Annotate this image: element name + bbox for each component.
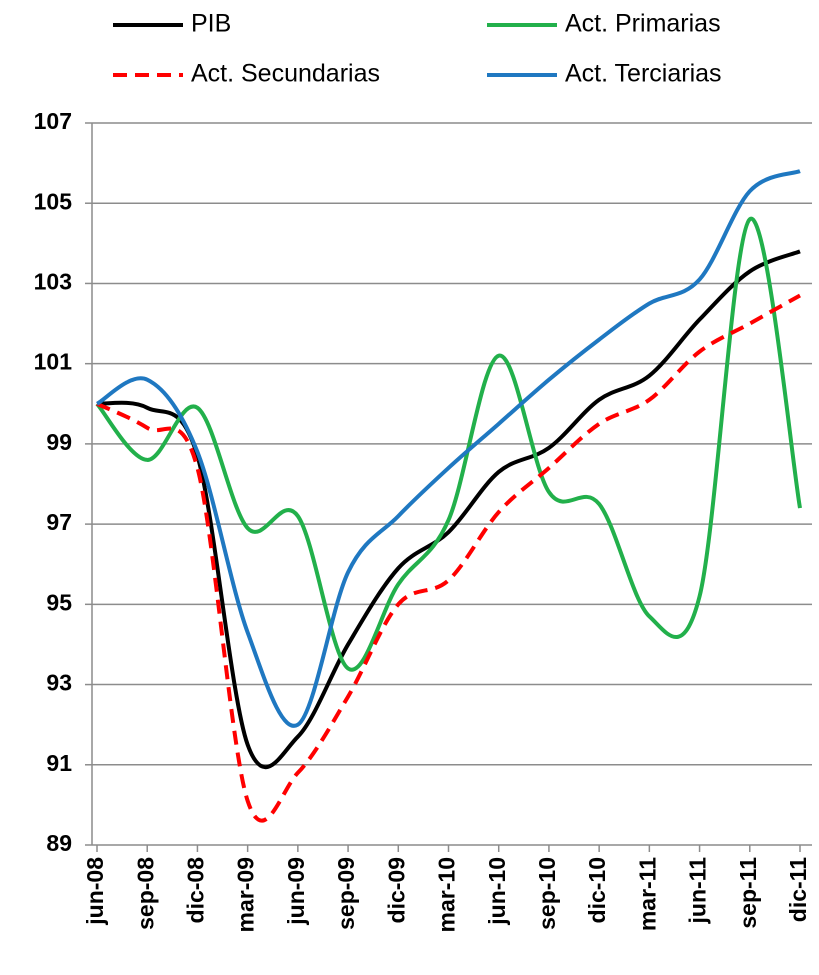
x-tick-label: mar-09 [233,857,259,932]
y-tick-label: 103 [34,269,72,295]
x-tick-label: jun-09 [283,857,309,926]
y-tick-label: 99 [46,429,72,455]
legend-label: Act. Terciarias [565,60,722,88]
legend-label: PIB [191,10,231,38]
x-tick-label: dic-08 [183,857,209,924]
x-tick-label: jun-10 [484,857,510,926]
y-tick-label: 93 [46,670,72,696]
x-tick-label: mar-10 [434,857,460,932]
x-tick-label: jun-08 [82,857,108,926]
x-tick-label: sep-08 [132,857,158,930]
x-tick-label: sep-09 [333,857,359,930]
y-tick-label: 107 [34,108,72,134]
x-tick-label: sep-11 [735,857,761,929]
x-tick-label: dic-09 [383,857,409,923]
series-line [96,249,801,770]
y-tick-label: 105 [34,188,73,214]
legend-label: Act. Primarias [565,10,721,38]
legend-label: Act. Secundarias [191,60,380,88]
series-line [96,293,801,823]
y-tick-label: 89 [46,830,72,856]
y-tick-label: 97 [46,509,72,535]
y-tick-label: 95 [46,589,72,615]
series-line [95,217,802,672]
x-tick-label: mar-11 [634,857,660,931]
x-tick-label: dic-10 [584,857,610,923]
x-tick-label: jun-11 [685,857,711,925]
series-line [95,169,801,728]
y-tick-label: 101 [34,349,73,375]
y-tick-label: 91 [46,750,72,776]
x-tick-label: dic-11 [785,857,811,922]
x-tick-label: sep-10 [534,857,560,930]
